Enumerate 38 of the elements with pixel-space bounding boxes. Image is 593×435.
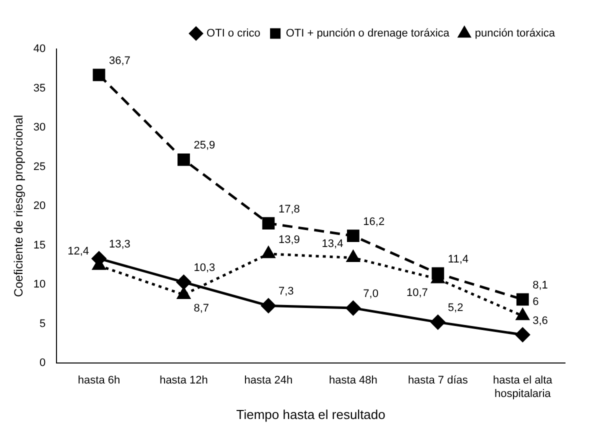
data-label: 8,7 (194, 302, 210, 315)
legend-label: punción toráxica (474, 28, 556, 40)
x-tick-label: hasta 12h (160, 374, 208, 387)
x-tick-label: hasta el alta hospitalaria (492, 374, 554, 400)
x-tick-label: hasta 6h (78, 374, 120, 387)
y-tick-label: 5 (40, 318, 46, 330)
data-label: 7,3 (278, 286, 294, 298)
data-label: 8,1 (532, 279, 548, 292)
y-tick-label: 20 (33, 200, 46, 212)
y-tick-label: 10 (33, 278, 46, 291)
x-tick-label: hasta 7 días (408, 374, 468, 387)
data-label: 25,9 (194, 140, 216, 152)
y-tick-label: 35 (33, 82, 46, 94)
y-tick-label: 0 (40, 357, 46, 370)
data-label: 10,7 (406, 287, 428, 300)
data-label: 36,7 (109, 54, 130, 67)
data-label: 13,3 (109, 238, 130, 251)
data-label: 17,8 (278, 203, 300, 216)
data-label: 7,0 (363, 288, 378, 300)
y-tick-label: 25 (33, 160, 46, 173)
data-label: 6 (532, 296, 539, 308)
legend-label: OTI o crico (206, 28, 260, 40)
y-axis-title: Coeficiente de riesgo proporcional (12, 114, 26, 298)
data-label: 13,9 (278, 234, 300, 246)
data-label: 10,3 (194, 262, 216, 274)
legend-label: OTI + punción o drenage toráxica (286, 28, 450, 40)
y-tick-label: 40 (33, 43, 46, 56)
y-tick-label: 30 (33, 122, 46, 134)
x-axis-title: Tiempo hasta el resultado (236, 406, 386, 422)
data-label: 16,2 (363, 216, 385, 228)
data-label: 11,4 (448, 254, 469, 266)
x-tick-label: hasta 48h (329, 374, 378, 387)
data-label: 3,6 (532, 314, 548, 327)
data-label: 13,4 (322, 238, 344, 250)
y-tick-label: 15 (33, 239, 46, 252)
data-label: 12,4 (68, 246, 90, 258)
data-label: 5,2 (448, 302, 464, 314)
x-tick-label: hasta 24h (244, 374, 293, 387)
